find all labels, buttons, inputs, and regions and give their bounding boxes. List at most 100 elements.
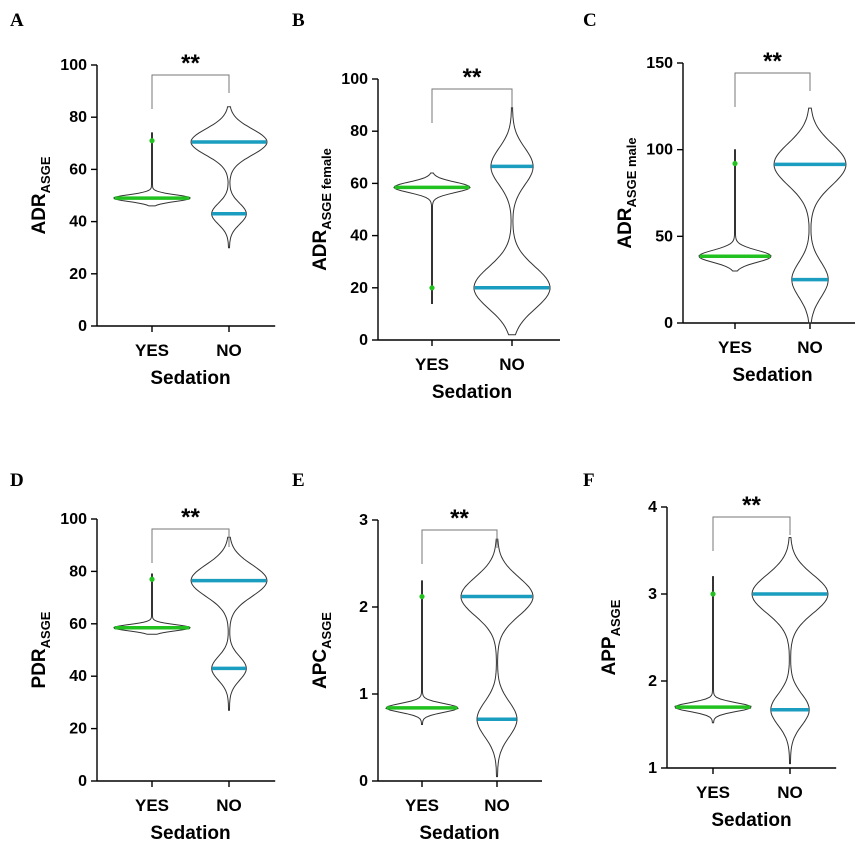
significance-label-b: ** — [463, 64, 482, 91]
y-tick-label-e-1: 1 — [359, 686, 368, 703]
y-tick-label-b-3: 60 — [350, 175, 368, 192]
y-tick-label-c-3: 150 — [646, 55, 673, 72]
y-axis-label-e: APCASGE — [310, 612, 334, 689]
significance-label-e: ** — [450, 505, 469, 532]
significance-bracket-d — [151, 528, 230, 563]
x-tick-label-c-0: YES — [718, 338, 752, 357]
x-tick-label-d-0: YES — [135, 796, 169, 815]
y-tick-label-d-0: 0 — [78, 773, 87, 790]
outlier-point-c-yes — [732, 160, 738, 167]
y-tick-label-a-5: 100 — [60, 57, 87, 74]
y-tick-label-f-3: 4 — [648, 499, 657, 516]
x-tick-label-c-1: NO — [797, 338, 823, 357]
y-axis-label-c: ADRASGE male — [615, 137, 639, 248]
y-tick-label-c-2: 100 — [646, 142, 673, 159]
y-axis-label-b: ADRASGE female — [310, 148, 334, 271]
x-tick-label-a-0: YES — [135, 341, 169, 360]
x-tick-label-a-1: NO — [216, 341, 242, 360]
x-tick-label-e-0: YES — [405, 796, 439, 815]
significance-bracket-b — [431, 88, 513, 123]
violin-f-no — [751, 537, 829, 765]
violin-c-yes — [698, 149, 772, 272]
y-tick-label-b-2: 40 — [350, 228, 368, 245]
y-axis-label-main-e: APC — [310, 649, 331, 689]
outlier-point-e-yes — [419, 593, 425, 600]
x-axis-label-c: Sedation — [732, 365, 812, 386]
y-tick-label-f-2: 3 — [648, 586, 657, 603]
violin-e-no — [460, 538, 534, 778]
y-tick-label-f-0: 1 — [648, 760, 657, 777]
y-axis-label-main-a: ADR — [29, 193, 50, 234]
panel-letter-d: D — [10, 470, 24, 491]
y-axis-label-main-c: ADR — [615, 207, 636, 248]
violin-a-yes — [113, 132, 191, 207]
y-tick-label-e-0: 0 — [359, 773, 368, 790]
y-axis-label-f: APPASGE — [599, 599, 623, 675]
y-axis-label-main-d: PDR — [29, 648, 50, 688]
violin-b-yes — [393, 172, 471, 304]
y-axis-label-a: ADRASGE — [29, 156, 53, 234]
violin-e-yes — [385, 580, 459, 725]
y-tick-label-b-5: 100 — [341, 71, 368, 88]
y-tick-label-a-2: 40 — [69, 214, 87, 231]
violin-f-yes — [674, 576, 752, 724]
outlier-point-f-yes — [710, 591, 716, 597]
significance-label-c: ** — [763, 48, 782, 75]
y-tick-label-d-5: 100 — [60, 511, 87, 528]
outlier-point-d-yes — [149, 576, 155, 582]
x-tick-label-b-0: YES — [415, 355, 449, 374]
y-tick-label-d-1: 20 — [69, 721, 87, 738]
significance-label-a: ** — [181, 50, 200, 77]
y-tick-label-c-1: 50 — [655, 228, 673, 245]
violin-b-no — [473, 107, 551, 336]
y-axis-label-main-f: APP — [599, 636, 620, 675]
y-axis-label-sub-b: ASGE female — [319, 148, 334, 230]
y-tick-label-b-0: 0 — [359, 332, 368, 349]
y-tick-label-b-1: 20 — [350, 280, 368, 297]
y-tick-label-d-3: 60 — [69, 616, 87, 633]
significance-label-d: ** — [181, 504, 200, 531]
y-tick-label-a-0: 0 — [78, 318, 87, 335]
panel-letter-a: A — [10, 10, 24, 31]
x-tick-label-f-1: NO — [777, 783, 803, 802]
y-axis-label-main-b: ADR — [310, 229, 331, 270]
y-tick-label-a-1: 20 — [69, 266, 87, 283]
panel-letter-c: C — [583, 10, 597, 31]
significance-bracket-a — [151, 74, 230, 109]
x-tick-label-f-0: YES — [696, 783, 730, 802]
violin-d-yes — [113, 573, 191, 635]
violin-d-no — [190, 536, 268, 711]
y-axis-label-d: PDRASGE — [29, 611, 53, 688]
x-axis-label-e: Sedation — [419, 823, 499, 844]
y-axis-label-sub-c: ASGE male — [624, 137, 639, 207]
y-tick-label-a-3: 60 — [69, 161, 87, 178]
outlier-point-a-yes — [149, 138, 155, 144]
y-axis-label-sub-e: ASGE — [319, 612, 334, 649]
x-axis-label-d: Sedation — [150, 823, 230, 844]
panel-letter-f: F — [583, 470, 595, 491]
x-tick-label-e-1: NO — [484, 796, 510, 815]
outlier-point-b-yes — [429, 285, 435, 291]
y-tick-label-b-4: 80 — [350, 123, 368, 140]
x-tick-label-d-1: NO — [216, 796, 242, 815]
y-tick-label-d-4: 80 — [69, 563, 87, 580]
y-axis-label-sub-a: ASGE — [38, 156, 53, 193]
x-axis-label-f: Sedation — [711, 810, 791, 831]
panel-letter-e: E — [292, 470, 305, 491]
y-axis-label-sub-d: ASGE — [38, 611, 53, 648]
x-tick-label-b-1: NO — [499, 355, 525, 374]
y-tick-label-a-4: 80 — [69, 109, 87, 126]
significance-bracket-e — [421, 529, 498, 564]
y-tick-label-e-3: 3 — [359, 512, 368, 529]
panel-letter-b: B — [292, 10, 305, 31]
violin-a-no — [190, 106, 268, 249]
x-axis-label-a: Sedation — [150, 368, 230, 389]
violin-c-no — [773, 107, 847, 324]
y-tick-label-d-2: 40 — [69, 668, 87, 685]
significance-bracket-f — [712, 516, 791, 551]
y-axis-label-sub-f: ASGE — [608, 599, 623, 636]
significance-bracket-c — [734, 72, 811, 107]
x-axis-label-b: Sedation — [432, 382, 512, 403]
y-tick-label-e-2: 2 — [359, 599, 368, 616]
